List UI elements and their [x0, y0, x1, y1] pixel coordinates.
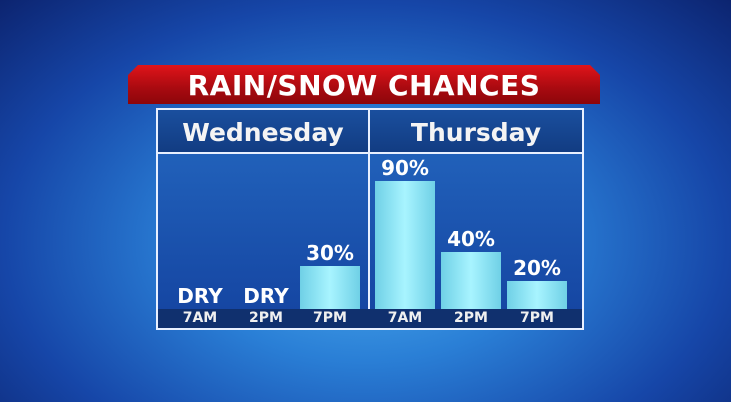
data-label: DRY [243, 284, 289, 308]
x-tick-label: 7AM [387, 310, 423, 326]
time-axis-strip [158, 309, 582, 328]
x-tick-label: 2PM [454, 310, 488, 326]
day-header-wednesday: Wednesday [158, 110, 368, 154]
data-label: DRY [177, 284, 223, 308]
bar-thursday-7pm [507, 280, 567, 309]
x-tick-label: 7PM [313, 310, 347, 326]
bar-thursday-7am [375, 181, 435, 309]
chart-panel: Wednesday Thursday DRY 7AM DRY 2PM 30% 7PM 90%… [156, 108, 584, 330]
x-tick-label: 2PM [249, 310, 283, 326]
bar-wednesday-7pm [300, 266, 360, 309]
data-label: 90% [381, 156, 429, 181]
chart-title: RAIN/SNOW CHANCES [128, 65, 600, 104]
day-divider [368, 110, 370, 328]
bar-thursday-2pm [441, 252, 501, 309]
day-header-thursday: Thursday [370, 110, 582, 154]
x-tick-label: 7AM [182, 310, 218, 326]
data-label: 30% [306, 241, 354, 266]
data-label: 20% [513, 255, 561, 280]
data-label: 40% [447, 227, 495, 252]
x-tick-label: 7PM [520, 310, 554, 326]
